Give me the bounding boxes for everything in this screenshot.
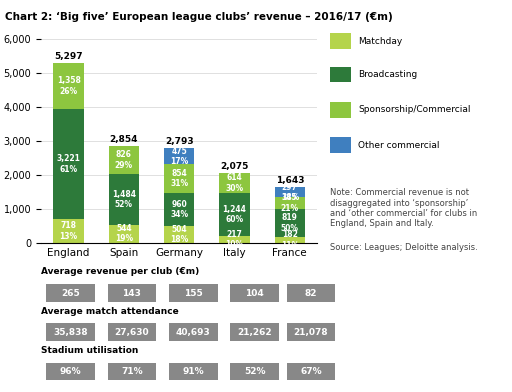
Bar	[164, 226, 195, 243]
Text: 21,262: 21,262	[238, 328, 272, 337]
Text: Sponsorship/Commercial: Sponsorship/Commercial	[358, 105, 471, 114]
Text: Matchday: Matchday	[358, 37, 402, 45]
Text: 2,854: 2,854	[110, 135, 138, 144]
Bar	[164, 148, 195, 164]
Bar	[274, 187, 305, 197]
Text: 21,078: 21,078	[294, 328, 328, 337]
Bar	[219, 193, 250, 236]
Text: 217
10%: 217 10%	[225, 230, 244, 249]
Text: Other commercial: Other commercial	[358, 141, 440, 149]
Text: Average revenue per club (€m): Average revenue per club (€m)	[41, 267, 199, 276]
Bar	[219, 236, 250, 243]
Bar	[274, 197, 305, 209]
Text: 27,630: 27,630	[115, 328, 149, 337]
Text: 1,643: 1,643	[275, 176, 304, 185]
Text: 544
19%: 544 19%	[115, 224, 133, 243]
Text: 1,358
26%: 1,358 26%	[57, 76, 80, 96]
Text: 91%: 91%	[182, 367, 204, 376]
Text: Chart 2: ‘Big five’ European league clubs’ revenue – 2016/17 (€m): Chart 2: ‘Big five’ European league club…	[5, 12, 393, 22]
Bar	[53, 109, 84, 219]
Bar	[109, 146, 139, 174]
Text: 1,484
52%: 1,484 52%	[112, 190, 136, 209]
Text: 52%: 52%	[244, 367, 265, 376]
Text: 2,075: 2,075	[220, 162, 249, 171]
Bar	[109, 174, 139, 225]
Text: 475
17%: 475 17%	[170, 147, 188, 166]
Text: 345
21%: 345 21%	[281, 194, 299, 213]
Text: 155: 155	[184, 289, 203, 298]
Text: 104: 104	[245, 289, 264, 298]
Text: 182
11%: 182 11%	[281, 230, 299, 250]
Text: 2,793: 2,793	[165, 137, 194, 146]
Text: 35,838: 35,838	[53, 328, 88, 337]
Text: 3,221
61%: 3,221 61%	[57, 154, 80, 174]
Bar	[274, 209, 305, 237]
Text: 5,297: 5,297	[54, 52, 83, 61]
Bar	[164, 164, 195, 193]
Text: 854
31%: 854 31%	[170, 169, 188, 189]
Bar	[164, 193, 195, 226]
Text: 82: 82	[305, 289, 317, 298]
Text: 71%: 71%	[121, 367, 143, 376]
Text: 265: 265	[61, 289, 80, 298]
Bar	[274, 237, 305, 243]
Bar	[53, 63, 84, 109]
Text: 67%: 67%	[300, 367, 322, 376]
Bar	[109, 225, 139, 243]
Text: 40,693: 40,693	[176, 328, 210, 337]
Text: 819
50%: 819 50%	[281, 213, 299, 232]
Text: 297
18%: 297 18%	[281, 183, 299, 202]
Text: Stadium utilisation: Stadium utilisation	[41, 346, 138, 355]
Text: Broadcasting: Broadcasting	[358, 70, 418, 79]
Text: Note: Commercial revenue is not
disaggregated into ‘sponsorship’
and ‘other comm: Note: Commercial revenue is not disaggre…	[330, 188, 478, 229]
Text: 718
13%: 718 13%	[59, 221, 78, 241]
Text: 504
18%: 504 18%	[170, 225, 188, 244]
Text: 96%: 96%	[59, 367, 81, 376]
Text: Average match attendance: Average match attendance	[41, 307, 179, 316]
Text: 826
29%: 826 29%	[115, 151, 133, 170]
Text: 1,244
60%: 1,244 60%	[223, 205, 246, 224]
Text: 143: 143	[122, 289, 141, 298]
Bar	[219, 172, 250, 193]
Text: 960
34%: 960 34%	[170, 200, 188, 219]
Text: Source: Leagues; Deloitte analysis.: Source: Leagues; Deloitte analysis.	[330, 243, 478, 252]
Bar	[53, 219, 84, 243]
Text: 614
30%: 614 30%	[225, 173, 244, 193]
